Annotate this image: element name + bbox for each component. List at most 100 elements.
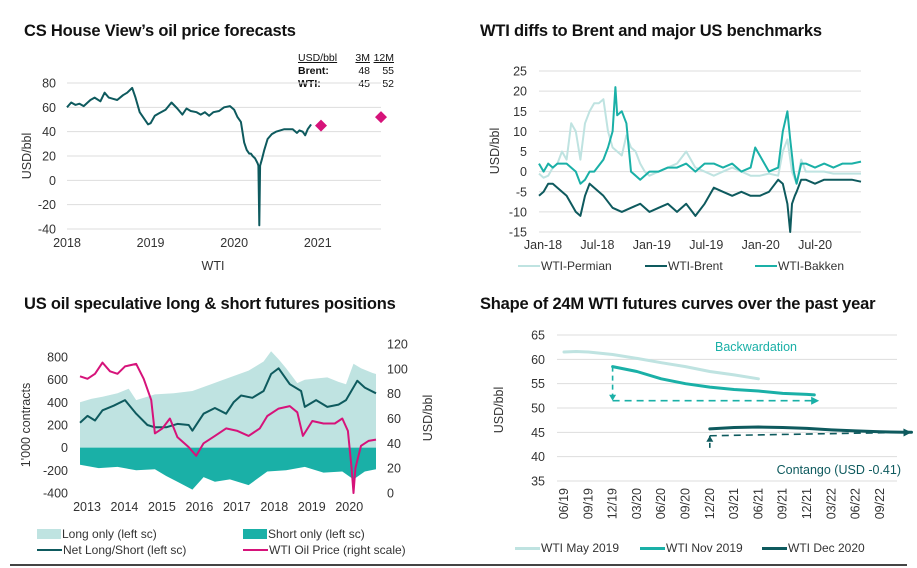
chart-3-speculative-positions: 8006004002000-200-4001201008060402002013… [19, 338, 435, 515]
forecast-table: USD/bbl 3M 12M Brent: 48 55 WTI: 45 52 [298, 52, 394, 91]
x-tick-label: 09/20 [679, 488, 693, 519]
legend-item-wti-may-2019: WTI May 2019 [515, 541, 619, 555]
legend-label: WTI May 2019 [541, 541, 620, 555]
forecast-row-label: Brent: [298, 65, 329, 77]
x-axis-label: WTI [202, 259, 225, 273]
series-line-wti-dec-2020 [708, 425, 913, 434]
x-tick-label: 2017 [223, 500, 251, 514]
legend-swatch [515, 546, 540, 550]
chart-4-title: Shape of 24M WTI futures curves over the… [480, 295, 876, 313]
y-axis-left-label: 1'000 contracts [19, 383, 33, 467]
forecast-header-3m: 3M [355, 52, 370, 64]
y-tick-label: -5 [516, 185, 527, 199]
legend-swatch [755, 265, 777, 267]
x-tick-label: 2019 [298, 500, 326, 514]
y-tick-left-label: 200 [47, 419, 68, 433]
series-line-wti-nov-2019 [611, 365, 816, 397]
chart-2-title: WTI diffs to Brent and major US benchmar… [480, 22, 822, 40]
y-tick-label: 45 [531, 426, 545, 440]
x-tick-label: 2016 [185, 500, 213, 514]
x-tick-label: Jan-18 [524, 238, 562, 252]
series-line-net-long-short [79, 367, 377, 432]
legend-swatch [243, 549, 268, 551]
forecast-value-3m: 48 [358, 65, 370, 77]
y-tick-label: 0 [520, 165, 527, 179]
x-tick-label: 2019 [137, 236, 165, 250]
annotation-backwardation: Backwardation [715, 340, 797, 354]
x-tick-label: Jan-19 [633, 238, 671, 252]
legend-label: WTI-Bakken [778, 259, 845, 273]
legend-item-wti-brent: WTI-Brent [645, 259, 723, 273]
legend-label: WTI-Permian [541, 259, 612, 273]
x-tick-label: 12/21 [800, 488, 814, 519]
series-line-wti-permian [538, 98, 861, 185]
y-tick-label: 40 [42, 125, 56, 139]
y-tick-left-label: 600 [47, 373, 68, 387]
y-tick-right-label: 60 [387, 412, 401, 426]
y-tick-right-label: 20 [387, 462, 401, 476]
y-tick-label: -20 [38, 198, 56, 212]
y-axis-label: USD/bbl [488, 128, 502, 175]
y-tick-right-label: 0 [387, 487, 394, 501]
legend-item-short-only: Short only (left sc) [243, 527, 365, 541]
x-tick-label: 2015 [148, 500, 176, 514]
legend-item-wti-dec-2020: WTI Dec 2020 [762, 541, 865, 555]
y-tick-right-label: 80 [387, 387, 401, 401]
x-tick-label: Jul-20 [798, 238, 832, 252]
x-tick-label: 06/21 [751, 488, 765, 519]
x-tick-label: 09/21 [776, 488, 790, 519]
x-tick-label: 2020 [220, 236, 248, 250]
series-line-wti-bakken [538, 86, 862, 185]
forecast-row-wti: WTI: 45 52 [298, 78, 394, 91]
y-tick-label: 80 [42, 77, 56, 91]
forecast-value-12m: 55 [382, 65, 394, 77]
y-tick-label: -15 [509, 226, 527, 240]
chart-3-title: US oil speculative long & short futures … [24, 295, 396, 313]
x-tick-label: Jul-19 [689, 238, 723, 252]
y-tick-label: -40 [38, 223, 56, 237]
y-tick-left-label: 400 [47, 396, 68, 410]
x-tick-label: 2021 [304, 236, 332, 250]
x-tick-label: 12/20 [703, 488, 717, 519]
x-tick-label: 2018 [260, 500, 288, 514]
legend-swatch [762, 546, 787, 550]
y-tick-label: 60 [42, 101, 56, 115]
legend-label: WTI Dec 2020 [788, 541, 865, 555]
y-tick-label: 5 [520, 145, 527, 159]
y-tick-label: 35 [531, 475, 545, 489]
contango-arrow-horizontal [709, 431, 906, 437]
y-tick-label: 60 [531, 353, 545, 367]
legend-label: WTI Nov 2019 [666, 541, 743, 555]
legend-swatch [37, 529, 61, 539]
annotation-contango: Contango (USD -0.41) [777, 463, 901, 477]
y-tick-left-label: 800 [47, 351, 68, 365]
legend-item-net-long-short: Net Long/Short (left sc) [37, 543, 186, 557]
forecast-diamond [315, 119, 327, 132]
legend-item-wti-oil-price: WTI Oil Price (right scale) [243, 543, 406, 557]
legend-label: WTI-Brent [668, 259, 723, 273]
x-tick-label: Jul-18 [580, 238, 614, 252]
chart-4-futures-curves: 65 60 55 50 45 40 35 06/19 09/19 12/19 03/20 06/20 0… [492, 329, 913, 519]
y-tick-label: 65 [531, 329, 545, 343]
chart-1-title: CS House View’s oil price forecasts [24, 22, 296, 40]
legend-swatch [640, 546, 665, 550]
y-axis-right-label: USD/bbl [421, 395, 435, 442]
backwardation-arrow-head [811, 396, 820, 405]
legend-item-wti-permian: WTI-Permian [518, 259, 612, 273]
y-tick-label: 40 [531, 450, 545, 464]
y-axis-label: USD/bbl [492, 387, 506, 434]
y-tick-label: -10 [509, 205, 527, 219]
y-tick-label: 15 [513, 105, 527, 119]
x-tick-label: 09/22 [873, 488, 887, 519]
x-tick-label: 03/22 [824, 488, 838, 519]
x-tick-label: 2018 [53, 236, 81, 250]
y-tick-label: 50 [531, 402, 545, 416]
y-tick-right-label: 40 [387, 437, 401, 451]
y-tick-left-label: -200 [43, 464, 68, 478]
contango-arrow-head [903, 428, 912, 437]
x-tick-label: 2020 [335, 500, 363, 514]
y-tick-label: 0 [49, 174, 56, 188]
